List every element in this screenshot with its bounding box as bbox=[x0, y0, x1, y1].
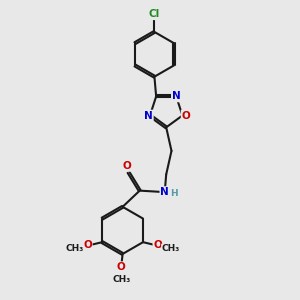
Text: O: O bbox=[83, 240, 92, 250]
Text: H: H bbox=[170, 189, 178, 198]
Text: CH₃: CH₃ bbox=[65, 244, 84, 253]
Text: N: N bbox=[160, 187, 169, 197]
Text: CH₃: CH₃ bbox=[112, 275, 130, 284]
Text: O: O bbox=[153, 240, 162, 250]
Text: N: N bbox=[172, 92, 181, 101]
Text: O: O bbox=[123, 161, 131, 171]
Text: O: O bbox=[182, 110, 190, 121]
Text: Cl: Cl bbox=[149, 9, 160, 19]
Text: N: N bbox=[144, 110, 153, 121]
Text: CH₃: CH₃ bbox=[162, 244, 180, 253]
Text: O: O bbox=[117, 262, 125, 272]
